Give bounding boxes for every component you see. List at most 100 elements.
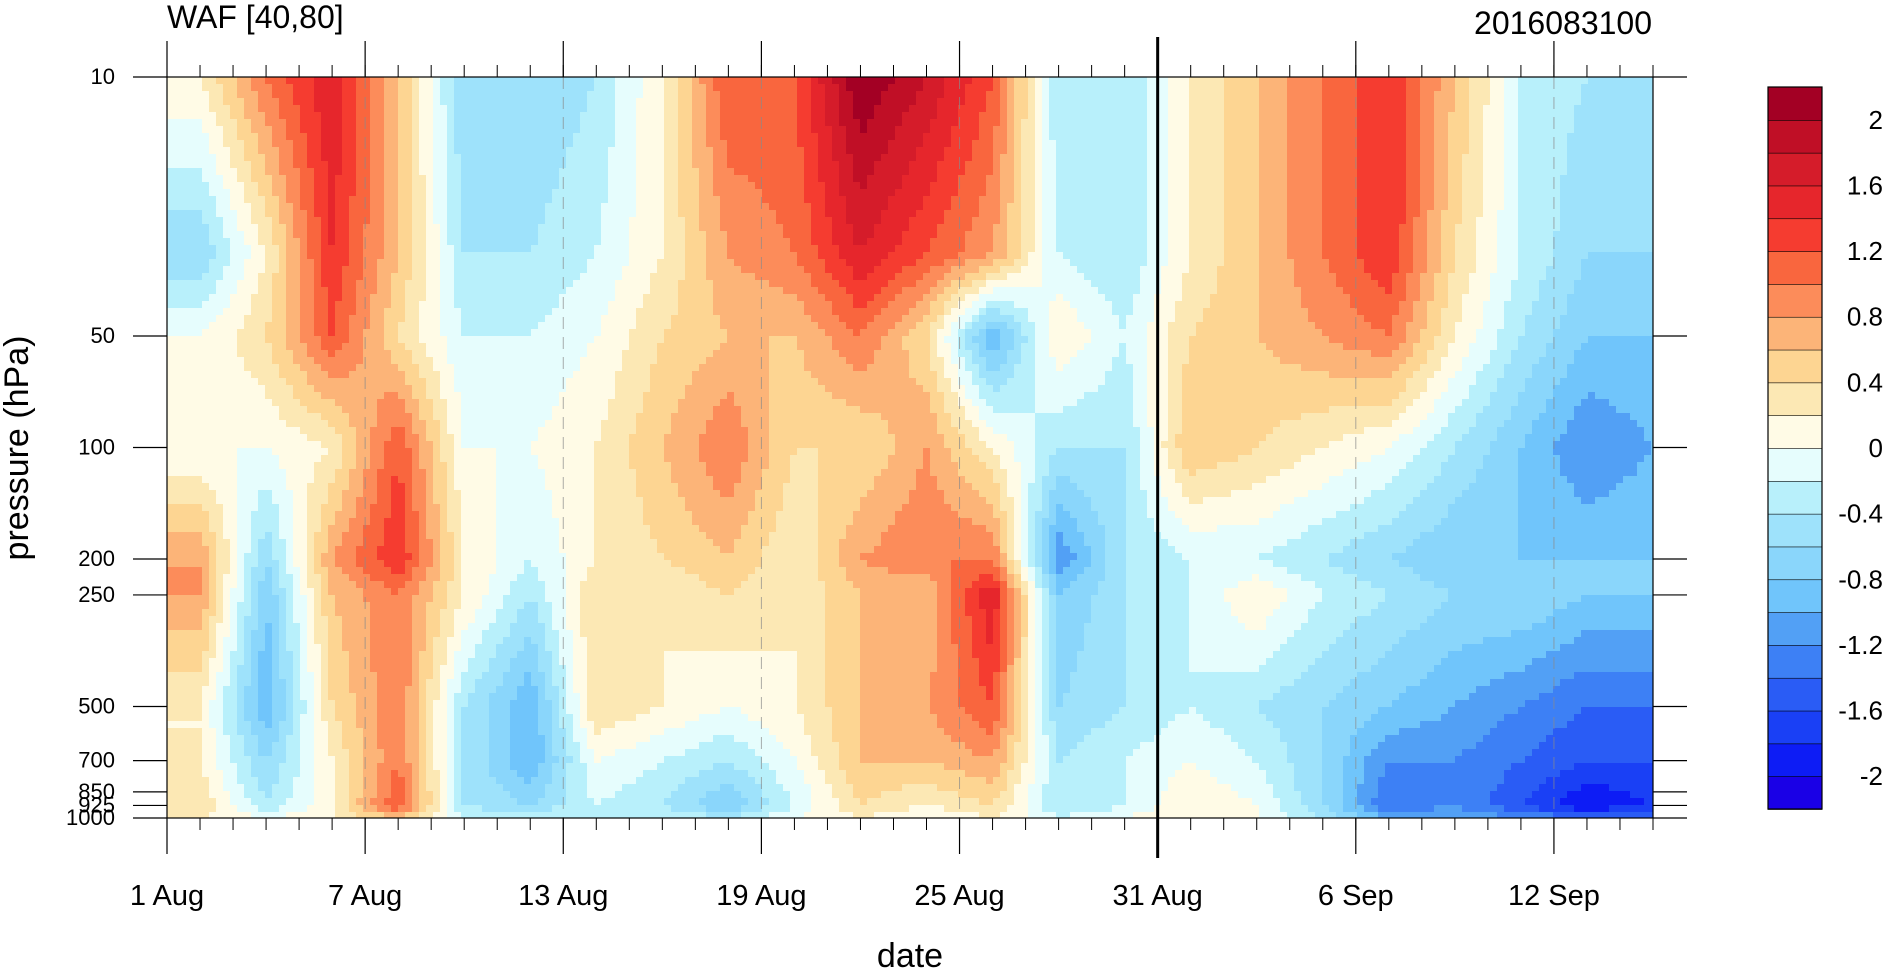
field-cell bbox=[181, 77, 189, 85]
field-cell bbox=[174, 665, 182, 673]
field-cell bbox=[167, 392, 175, 400]
field-cell bbox=[244, 455, 252, 463]
field-cell bbox=[251, 154, 259, 162]
field-cell bbox=[223, 245, 231, 253]
field-cell bbox=[174, 777, 182, 785]
field-cell bbox=[216, 217, 224, 225]
field-cell bbox=[237, 357, 245, 365]
field-cell bbox=[216, 182, 224, 190]
field-cell bbox=[195, 707, 203, 715]
field-cell bbox=[174, 175, 182, 183]
field-cell bbox=[251, 119, 259, 127]
field-cell bbox=[188, 707, 196, 715]
field-cell bbox=[244, 721, 252, 729]
field-cell bbox=[174, 259, 182, 267]
field-cell bbox=[223, 259, 231, 267]
field-cell bbox=[230, 658, 238, 666]
field-cell bbox=[188, 427, 196, 435]
field-cell bbox=[258, 609, 266, 617]
field-cell bbox=[202, 294, 210, 302]
field-cell bbox=[230, 805, 238, 813]
field-cell bbox=[195, 651, 203, 659]
field-cell bbox=[209, 525, 217, 533]
field-cell bbox=[251, 266, 259, 274]
field-cell bbox=[181, 98, 189, 106]
field-cell bbox=[181, 693, 189, 701]
field-cell bbox=[174, 224, 182, 232]
field-cell bbox=[244, 553, 252, 561]
field-cell bbox=[195, 434, 203, 442]
field-cell bbox=[244, 105, 252, 113]
field-cell bbox=[209, 210, 217, 218]
field-cell bbox=[202, 175, 210, 183]
field-cell bbox=[223, 427, 231, 435]
field-cell bbox=[251, 357, 259, 365]
field-cell bbox=[174, 476, 182, 484]
field-cell bbox=[230, 602, 238, 610]
field-cell bbox=[209, 798, 217, 806]
field-cell bbox=[167, 525, 175, 533]
field-cell bbox=[202, 483, 210, 491]
field-cell bbox=[244, 504, 252, 512]
field-cell bbox=[167, 175, 175, 183]
field-cell bbox=[230, 798, 238, 806]
field-cell bbox=[167, 532, 175, 540]
field-cell bbox=[209, 434, 217, 442]
field-cell bbox=[209, 469, 217, 477]
field-cell bbox=[181, 735, 189, 743]
field-cell bbox=[174, 280, 182, 288]
field-cell bbox=[230, 119, 238, 127]
field-cell bbox=[188, 644, 196, 652]
field-cell bbox=[188, 231, 196, 239]
field-cell bbox=[181, 210, 189, 218]
field-cell bbox=[244, 644, 252, 652]
field-cell bbox=[237, 77, 245, 85]
field-cell bbox=[188, 329, 196, 337]
field-cell bbox=[230, 532, 238, 540]
field-cell bbox=[216, 665, 224, 673]
field-cell bbox=[237, 133, 245, 141]
field-cell bbox=[188, 119, 196, 127]
field-cell bbox=[216, 259, 224, 267]
field-cell bbox=[209, 203, 217, 211]
field-cell bbox=[181, 126, 189, 134]
field-cell bbox=[181, 154, 189, 162]
field-cell bbox=[258, 483, 266, 491]
field-cell bbox=[230, 91, 238, 99]
field-cell bbox=[181, 784, 189, 792]
field-cell bbox=[195, 385, 203, 393]
field-cell bbox=[258, 308, 266, 316]
field-cell bbox=[188, 147, 196, 155]
field-cell bbox=[202, 784, 210, 792]
field-cell bbox=[216, 511, 224, 519]
field-cell bbox=[244, 343, 252, 351]
field-cell bbox=[237, 217, 245, 225]
field-cell bbox=[209, 553, 217, 561]
field-cell bbox=[195, 196, 203, 204]
field-cell bbox=[237, 287, 245, 295]
field-cell bbox=[202, 161, 210, 169]
field-cell bbox=[223, 805, 231, 813]
field-cell bbox=[237, 280, 245, 288]
field-cell bbox=[181, 749, 189, 757]
field-cell bbox=[237, 84, 245, 92]
field-cell bbox=[258, 525, 266, 533]
field-cell bbox=[195, 287, 203, 295]
field-cell bbox=[181, 336, 189, 344]
field-cell bbox=[251, 413, 259, 421]
field-cell bbox=[202, 168, 210, 176]
field-cell bbox=[216, 133, 224, 141]
field-cell bbox=[223, 714, 231, 722]
field-cell bbox=[174, 105, 182, 113]
field-cell bbox=[223, 728, 231, 736]
field-cell bbox=[223, 322, 231, 330]
field-cell bbox=[209, 154, 217, 162]
field-cell bbox=[237, 805, 245, 813]
field-cell bbox=[244, 525, 252, 533]
field-cell bbox=[223, 161, 231, 169]
field-cell bbox=[251, 763, 259, 771]
field-cell bbox=[174, 518, 182, 526]
field-cell bbox=[237, 497, 245, 505]
field-cell bbox=[167, 469, 175, 477]
field-cell bbox=[188, 189, 196, 197]
